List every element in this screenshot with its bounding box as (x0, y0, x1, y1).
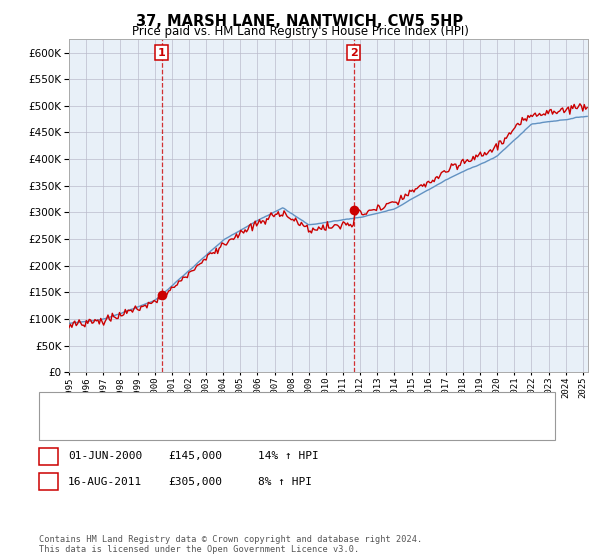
Text: 2: 2 (44, 475, 53, 488)
Text: £305,000: £305,000 (168, 477, 222, 487)
Text: HPI: Average price, detached house, Cheshire East: HPI: Average price, detached house, Ches… (84, 422, 390, 432)
Text: 2: 2 (350, 48, 358, 58)
Text: 37, MARSH LANE, NANTWICH, CW5 5HP: 37, MARSH LANE, NANTWICH, CW5 5HP (136, 14, 464, 29)
Text: 37, MARSH LANE, NANTWICH, CW5 5HP (detached house): 37, MARSH LANE, NANTWICH, CW5 5HP (detac… (84, 400, 397, 410)
Text: Price paid vs. HM Land Registry's House Price Index (HPI): Price paid vs. HM Land Registry's House … (131, 25, 469, 38)
Text: 14% ↑ HPI: 14% ↑ HPI (258, 451, 319, 461)
Text: 1: 1 (44, 450, 53, 463)
Text: 8% ↑ HPI: 8% ↑ HPI (258, 477, 312, 487)
Text: ———: ——— (48, 420, 71, 433)
Text: 16-AUG-2011: 16-AUG-2011 (68, 477, 142, 487)
Text: £145,000: £145,000 (168, 451, 222, 461)
Text: 01-JUN-2000: 01-JUN-2000 (68, 451, 142, 461)
Text: ———: ——— (48, 398, 71, 412)
Text: Contains HM Land Registry data © Crown copyright and database right 2024.
This d: Contains HM Land Registry data © Crown c… (39, 535, 422, 554)
Text: 1: 1 (158, 48, 166, 58)
